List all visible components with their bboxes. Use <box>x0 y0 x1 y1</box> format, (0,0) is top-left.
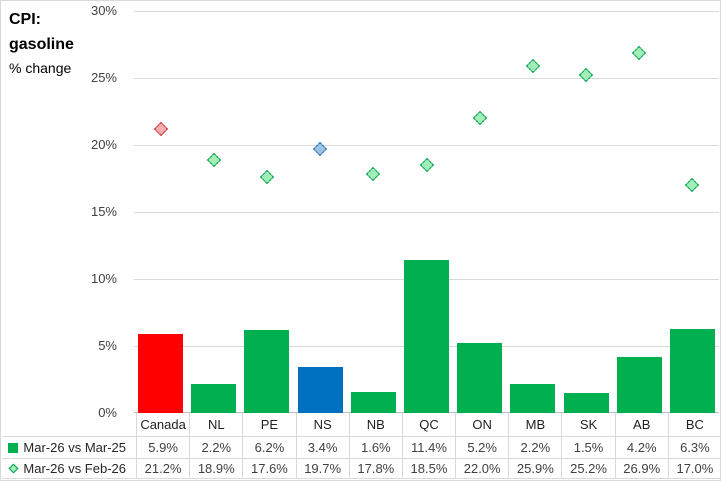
table-value: 21.2% <box>136 459 190 479</box>
bar-ns <box>297 367 343 413</box>
gridline <box>134 11 719 12</box>
column-header: NL <box>189 413 243 437</box>
legend-entry: Mar-26 vs Mar-25 <box>2 437 136 459</box>
table-value: 3.4% <box>295 437 349 459</box>
column-header: NS <box>295 413 349 437</box>
bar-bc <box>669 328 715 413</box>
chart-title: CPI: gasoline % change <box>9 7 129 79</box>
diamond-marker-bc <box>685 178 700 193</box>
y-tick-label: 25% <box>90 70 117 85</box>
diamond-marker-canada <box>153 121 168 136</box>
column-header: QC <box>401 413 456 437</box>
gridline <box>134 212 719 213</box>
y-tick-label: 30% <box>90 3 117 18</box>
bar-ab <box>616 356 662 413</box>
table-value: 26.9% <box>614 459 668 479</box>
table-value: 2.2% <box>189 437 243 459</box>
table-value: 11.4% <box>401 437 456 459</box>
table-value: 5.9% <box>136 437 190 459</box>
table-value: 18.5% <box>401 459 456 479</box>
chart-title-line2: gasoline <box>9 36 74 53</box>
y-tick-label: 0% <box>98 405 117 420</box>
y-tick-label: 20% <box>90 137 117 152</box>
column-header: SK <box>561 413 615 437</box>
bar-sk <box>563 392 609 413</box>
y-tick-label: 5% <box>98 338 117 353</box>
data-table: Canada NL PE NS NB QC ON MB SK AB BC Mar-26 vs Mar-… <box>2 413 720 479</box>
y-tick-label: 15% <box>90 204 117 219</box>
table-value: 4.2% <box>614 437 668 459</box>
column-header: BC <box>667 413 720 437</box>
diamond-marker-on <box>472 111 487 126</box>
diamond-marker-mb <box>525 58 540 74</box>
table-value: 17.0% <box>667 459 720 479</box>
diamond-marker-ab <box>632 45 647 60</box>
bar-qc <box>404 260 449 413</box>
column-header: AB <box>614 413 668 437</box>
column-header: MB <box>508 413 562 437</box>
diamond-marker-sk <box>578 68 594 83</box>
legend-label: Mar-26 vs Mar-25 <box>23 440 126 455</box>
table-value: 1.6% <box>348 437 402 459</box>
diamond-marker-nl <box>206 152 221 167</box>
table-value: 25.2% <box>561 459 615 479</box>
gridline <box>134 145 719 146</box>
legend-diamond-icon <box>8 463 19 474</box>
table-value: 5.2% <box>455 437 509 459</box>
table-value: 1.5% <box>561 437 615 459</box>
chart-subtitle: % change <box>9 60 72 76</box>
column-header: NB <box>348 413 402 437</box>
column-header: Canada <box>136 413 190 437</box>
column-header: ON <box>455 413 509 437</box>
bar-nl <box>191 383 237 413</box>
table-value: 6.2% <box>242 437 296 459</box>
bar-canada <box>138 333 184 413</box>
table-value: 25.9% <box>508 459 562 479</box>
table-value: 17.8% <box>348 459 402 479</box>
bar-nb <box>350 391 396 413</box>
bar-on <box>457 343 503 413</box>
bar-pe <box>244 329 290 413</box>
column-header: PE <box>242 413 296 437</box>
legend-entry: Mar-26 vs Feb-26 <box>2 459 136 479</box>
legend-bar-swatch-icon <box>8 442 19 453</box>
plot-area <box>134 11 719 413</box>
diamond-marker-pe <box>259 170 275 185</box>
diamond-marker-qc <box>419 158 434 173</box>
table-value: 18.9% <box>189 459 243 479</box>
legend-label: Mar-26 vs Feb-26 <box>23 461 126 476</box>
table-value: 2.2% <box>508 437 562 459</box>
bar-mb <box>510 383 556 413</box>
chart-title-line1: CPI: <box>9 11 41 28</box>
y-tick-label: 10% <box>90 271 117 286</box>
table-value: 19.7% <box>295 459 349 479</box>
diamond-marker-nb <box>366 167 381 182</box>
gridline <box>134 78 719 79</box>
table-value: 17.6% <box>242 459 296 479</box>
table-value: 22.0% <box>455 459 509 479</box>
table-value: 6.3% <box>667 437 720 459</box>
legend-header-spacer <box>2 413 136 437</box>
